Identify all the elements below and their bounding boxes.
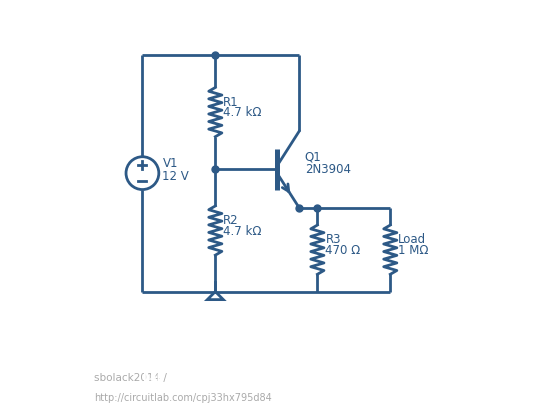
Text: R3: R3 [326,233,341,246]
Text: CIRCUIT: CIRCUIT [6,373,50,383]
Text: sbolack2014 /: sbolack2014 / [94,373,171,383]
Text: 470 Ω: 470 Ω [326,244,361,257]
Text: http://circuitlab.com/cpj33hx795d84: http://circuitlab.com/cpj33hx795d84 [94,393,272,403]
Text: 12 V: 12 V [163,170,189,183]
Text: Q1: Q1 [305,150,321,163]
Text: 1 MΩ: 1 MΩ [399,244,429,257]
Text: -∼—▶—LAB: -∼—▶—LAB [6,390,50,399]
Text: R2: R2 [224,214,239,227]
Text: R1: R1 [224,96,239,109]
Text: V1: V1 [163,157,178,170]
Text: 2N3904: 2N3904 [305,163,350,176]
Text: 4.7 kΩ: 4.7 kΩ [224,225,262,238]
Text: 4.7 kΩ: 4.7 kΩ [224,107,262,119]
Text: Lab 7 part 1 diagram: Lab 7 part 1 diagram [143,373,267,383]
Text: Load: Load [399,233,427,246]
